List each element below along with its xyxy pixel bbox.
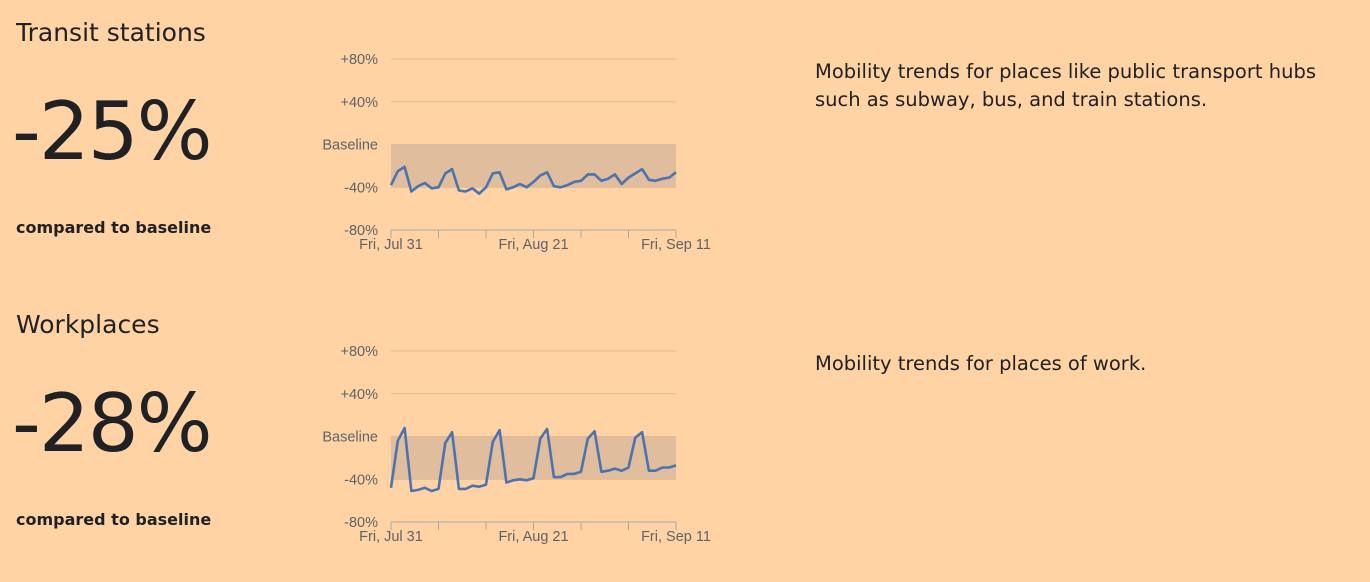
x-tick-label: Fri, Sep 11 — [641, 529, 711, 545]
y-tick-label: +80% — [341, 344, 379, 360]
workplaces-section: Workplaces -28% compared to baseline +80… — [0, 292, 1370, 582]
x-tick-label: Fri, Aug 21 — [498, 529, 568, 545]
y-tick-label: Baseline — [322, 430, 378, 446]
y-tick-label: -80% — [344, 223, 378, 239]
y-tick-label: -40% — [344, 180, 378, 196]
x-tick-label: Fri, Aug 21 — [498, 237, 568, 253]
y-tick-label: +40% — [341, 387, 379, 403]
y-tick-label: +80% — [341, 52, 379, 68]
y-tick-label: Baseline — [322, 138, 378, 154]
y-tick-label: -40% — [344, 472, 378, 488]
compared-to-baseline-label: compared to baseline — [16, 218, 212, 237]
percent-change-value: -28% — [12, 377, 213, 470]
section-title: Workplaces — [16, 310, 160, 339]
transit-stations-chart: +80% +40% Baseline -40% -80%Fri, Jul 31 Fri, … — [322, 52, 711, 253]
y-tick-label: +40% — [341, 95, 379, 111]
section-title: Transit stations — [16, 18, 206, 47]
compared-to-baseline-label: compared to baseline — [16, 510, 212, 529]
percent-change-value: -25% — [12, 85, 213, 178]
y-tick-label: -80% — [344, 515, 378, 531]
series-line — [389, 165, 677, 195]
workplaces-chart: +80% +40% Baseline -40% -80%Fri, Jul 31 Fri, … — [322, 344, 711, 545]
section-description: Mobility trends for places of work. — [815, 352, 1147, 375]
x-tick-label: Fri, Jul 31 — [359, 237, 423, 253]
x-tick-label: Fri, Sep 11 — [641, 237, 711, 253]
series-line — [389, 426, 677, 493]
transit-stations-section: Transit stations -25% compared to baseli… — [0, 0, 1370, 290]
section-description: Mobility trends for places like public t… — [815, 60, 1316, 111]
x-tick-label: Fri, Jul 31 — [359, 529, 423, 545]
